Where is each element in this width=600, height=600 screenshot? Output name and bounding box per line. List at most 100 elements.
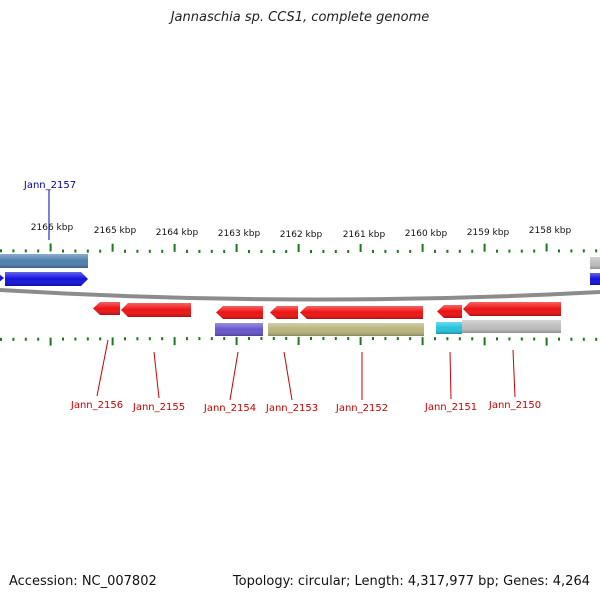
ruler-tick-bottom: [458, 337, 461, 341]
ruler-tick-top: [49, 243, 52, 252]
ruler-label: 2162 kbp: [280, 230, 323, 240]
backbone-arc: [0, 288, 600, 302]
ruler-tick-bottom: [396, 337, 399, 341]
gene-label[interactable]: Jann_2155: [132, 402, 185, 413]
gene-label[interactable]: Jann_2152: [335, 403, 388, 414]
ruler-tick-top: [595, 249, 598, 253]
ruler-tick-top: [260, 249, 263, 253]
ruler-tick-bottom: [24, 337, 27, 341]
genome-backbone: [0, 288, 600, 302]
ruler-tick-top: [74, 249, 77, 253]
ruler-tick-bottom: [86, 337, 89, 341]
ruler-tick-bottom: [558, 337, 560, 341]
ruler-tick-top: [248, 249, 250, 253]
ruler-tick-top: [198, 249, 201, 253]
ruler-tick-top: [322, 249, 325, 253]
ruler-tick-bottom: [520, 337, 523, 341]
ruler-tick-bottom: [483, 337, 486, 346]
gene-feature-shade: [215, 323, 263, 336]
ruler-tick-top: [210, 249, 213, 253]
gene-track: [0, 254, 600, 336]
ruler-tick-bottom: [582, 337, 585, 341]
ruler-tick-bottom: [148, 337, 151, 341]
ruler-tick-bottom: [409, 337, 412, 341]
gene-labels: Jann_2157 Jann_2156 Jann_2155 Jann_2154 Jann…: [23, 180, 541, 414]
ruler-tick-bottom: [570, 337, 573, 341]
ruler-tick-top: [86, 249, 89, 253]
gene-label[interactable]: Jann_2150: [488, 400, 541, 411]
ruler-tick-bottom: [310, 337, 312, 341]
gene-label[interactable]: Jann_2151: [424, 402, 477, 413]
gene-feature-shade: [463, 302, 561, 316]
gene-feature-shade: [590, 273, 600, 285]
ruler-tick-bottom: [322, 337, 325, 341]
ruler-tick-bottom: [297, 337, 300, 346]
accession-label: Accession: NC_007802: [9, 574, 157, 589]
ruler-tick-top: [347, 249, 350, 253]
gene-feature-shade: [93, 302, 120, 315]
ruler-tick-bottom: [0, 337, 2, 341]
ruler-tick-top: [496, 249, 498, 253]
ruler-tick-top: [223, 249, 226, 253]
gene-feature-shade: [462, 320, 561, 333]
label-leader-line: [153, 351, 160, 399]
ruler-tick-top: [272, 249, 275, 253]
gene-label[interactable]: Jann_2154: [203, 403, 256, 414]
ruler-tick-bottom: [434, 337, 436, 341]
ruler-label: 2161 kbp: [343, 230, 386, 240]
gene-label[interactable]: Jann_2156: [70, 400, 123, 411]
gene-feature-shade: [436, 322, 462, 334]
gene-feature-shade: [0, 272, 4, 284]
ruler-tick-top: [136, 249, 139, 253]
ruler-tick-bottom: [347, 337, 350, 341]
ruler-tick-top: [173, 243, 176, 252]
ruler-tick-top: [483, 243, 486, 252]
ruler-tick-top: [111, 243, 114, 252]
gene-feature-shade: [437, 305, 462, 318]
ruler-tick-top: [359, 243, 362, 252]
ruler-tick-top: [434, 249, 436, 253]
ruler-tick-bottom: [49, 337, 52, 346]
ruler-tick-top: [99, 249, 102, 253]
ruler-tick-bottom: [173, 337, 176, 346]
ruler-tick-top: [372, 249, 374, 253]
ruler-tick-bottom: [285, 337, 288, 341]
ruler-tick-bottom: [223, 337, 226, 341]
ruler-label: 2166 kbp: [31, 223, 74, 233]
ruler-tick-top: [446, 249, 449, 253]
map-title: Jannaschia sp. CCS1, complete genome: [170, 10, 430, 25]
ruler-tick-bottom: [545, 337, 548, 346]
gene-label[interactable]: Jann_2153: [265, 403, 318, 414]
gene-feature-shade: [0, 254, 88, 268]
ruler-tick-bottom: [136, 337, 139, 341]
ruler-tick-bottom: [508, 337, 511, 341]
ruler-tick-bottom: [334, 337, 337, 341]
ruler-tick-bottom: [533, 337, 536, 341]
ruler-tick-bottom: [62, 337, 64, 341]
ruler-label: 2160 kbp: [405, 229, 448, 239]
ruler-tick-bottom: [161, 337, 164, 341]
ruler-tick-top: [161, 249, 164, 253]
ruler-tick-top: [384, 249, 387, 253]
label-leader-line: [96, 339, 109, 397]
ruler-tick-top: [582, 249, 585, 253]
ruler-tick-bottom: [446, 337, 449, 341]
ruler-tick-top: [471, 249, 474, 253]
ruler-tick-top: [458, 249, 461, 253]
ruler-tick-bottom: [272, 337, 275, 341]
ruler-tick-bottom: [37, 337, 40, 341]
ruler-label: 2163 kbp: [218, 229, 261, 239]
ruler-tick-bottom: [235, 337, 238, 346]
gene-label[interactable]: Jann_2157: [23, 180, 76, 191]
ruler-tick-top: [421, 243, 424, 252]
ruler-label: 2165 kbp: [94, 226, 137, 236]
ruler-tick-top: [62, 249, 64, 253]
ruler-tick-top: [409, 249, 412, 253]
ruler-tick-bottom: [384, 337, 387, 341]
ruler-tick-bottom: [111, 337, 114, 346]
ruler-tick-bottom: [74, 337, 77, 341]
ruler-tick-bottom: [595, 337, 598, 341]
ruler-tick-top: [310, 249, 312, 253]
genome-summary: Topology: circular; Length: 4,317,977 bp…: [232, 574, 590, 589]
